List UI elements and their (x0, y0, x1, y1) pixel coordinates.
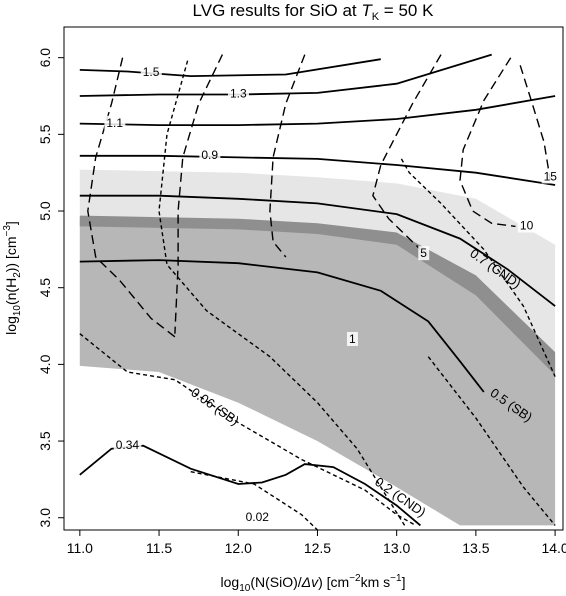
dashed-contour-5 (519, 65, 551, 181)
svg-text:log10(n(H2)) [cm−3]: log10(n(H2)) [cm−3] (2, 221, 23, 335)
contour-lines (79, 53, 556, 530)
xlabel-exp2: −1 (390, 573, 402, 584)
solid-contour-label-2: 1.1 (106, 116, 123, 130)
solid-contour-label-bg-3 (199, 147, 221, 162)
y-tick-label-2: 4.0 (37, 354, 53, 374)
y-tick-label-4: 5.0 (37, 201, 53, 221)
ylabel-log-sub: 10 (12, 305, 23, 317)
xlabel-end: ] (402, 574, 406, 590)
dashed-contour-label-9: 0.02 (246, 510, 270, 524)
dashed-contour-label-bg-6 (346, 331, 358, 346)
chart-title: LVG results for SiO at TK = 50 K (193, 1, 435, 23)
svg-text:log10(N(SiO)/Δv) [cm−2km s−1]: log10(N(SiO)/Δv) [cm−2km s−1] (221, 573, 406, 594)
xlabel-exp1: −2 (349, 573, 361, 584)
solid-contour-label-bg-1 (227, 86, 249, 101)
y-tick-label-6: 6.0 (37, 48, 53, 68)
dashed-contour-label-bg-4 (517, 218, 536, 233)
xlabel-mid: (N(SiO)/ (250, 574, 301, 590)
y-axis-label: log10(n(H2)) [cm−3] (2, 221, 23, 335)
x-tick-label-5: 13.5 (462, 540, 489, 556)
shaded-regions (79, 169, 556, 526)
solid-contour-label-bg-2 (104, 115, 126, 130)
solid-contour-1 (79, 53, 492, 97)
x-axis-label: log10(N(SiO)/Δv) [cm−2km s−1] (221, 573, 406, 594)
solid-contour-label-1: 1.3 (230, 87, 247, 101)
dashed-contour-label-5: 15 (544, 169, 558, 183)
y-tick-label-0: 3.0 (37, 508, 53, 528)
light-band (79, 169, 556, 357)
title-prefix: LVG results for SiO at (193, 1, 362, 20)
dashed-contour-label-bg-9 (243, 509, 272, 524)
dashed-contour-3 (372, 54, 442, 250)
dashed-contour-label-3: 5 (420, 246, 427, 260)
xlabel-log-sub: 10 (239, 583, 251, 594)
solid-contour-3 (79, 154, 556, 186)
x-tick-label-3: 12.5 (304, 540, 331, 556)
solid-contour-label-bg-0 (140, 65, 162, 80)
dashed-contour-label-bg-5 (541, 169, 560, 184)
ylabel-post: )) [cm (3, 236, 19, 272)
x-tick-label-2: 12.0 (225, 540, 252, 556)
ylabel-mid: (n(H (3, 278, 19, 305)
solid-contour-label-6: 0.34 (116, 438, 140, 452)
dashed-contour-9 (190, 471, 318, 530)
dashed-contour-6 (158, 60, 406, 526)
dashed-contour-4 (459, 57, 516, 228)
x-tick-label-0: 11.0 (67, 540, 93, 556)
ylabel-sub2: 2 (12, 272, 23, 278)
x-tick-label-4: 13.0 (383, 540, 410, 556)
y-axis-ticks: 3.0 3.5 4.0 4.5 5.0 5.5 6.0 (37, 48, 64, 528)
ylabel-log: log (3, 316, 19, 335)
medium-band (79, 218, 556, 526)
solid-contour-2 (79, 95, 556, 126)
dashed-contour-label-bg-3 (418, 246, 430, 261)
title-suffix: = 50 K (379, 1, 434, 20)
xlabel-log: log (221, 574, 240, 590)
dark-band (79, 215, 556, 376)
solid-contour-label-0: 1.5 (143, 65, 160, 79)
x-tick-label-6: 14.0 (541, 540, 566, 556)
solid-contour-label-bg-6 (113, 437, 142, 452)
dashed-contour-label-4: 10 (520, 219, 534, 233)
ylabel-exp: −3 (2, 225, 13, 237)
title-subscript: K (372, 11, 380, 23)
ylabel-end: ] (3, 221, 19, 225)
y-tick-label-1: 3.5 (37, 431, 53, 451)
dashed-contour-8 (400, 158, 556, 377)
xlabel-post: ) [cm (318, 574, 349, 590)
dashed-contour-2 (269, 54, 306, 258)
x-tick-label-1: 11.5 (146, 540, 172, 556)
y-tick-label-5: 5.5 (37, 124, 53, 144)
dashed-contour-0 (87, 57, 176, 338)
solid-contour-5 (79, 259, 485, 393)
svg-text:LVG results for SiO at TK = 50: LVG results for SiO at TK = 50 K (193, 1, 435, 23)
y-tick-label-3: 4.5 (37, 278, 53, 298)
solid-contour-0 (79, 58, 381, 78)
plot-frame (63, 26, 564, 531)
dashed-contour-label-6: 1 (349, 332, 356, 346)
solid-contour-label-3: 0.9 (201, 148, 218, 162)
dashed-contour-1 (174, 54, 224, 334)
x-axis-ticks: 11.0 11.5 12.0 12.5 13.0 13.5 14.0 (67, 530, 566, 556)
xlabel-post2: km s (361, 574, 391, 590)
xlabel-delta: Δv (301, 574, 319, 590)
dashed-contour-10 (427, 356, 556, 526)
title-variable: T (361, 1, 373, 20)
solid-contour-4 (79, 194, 556, 307)
